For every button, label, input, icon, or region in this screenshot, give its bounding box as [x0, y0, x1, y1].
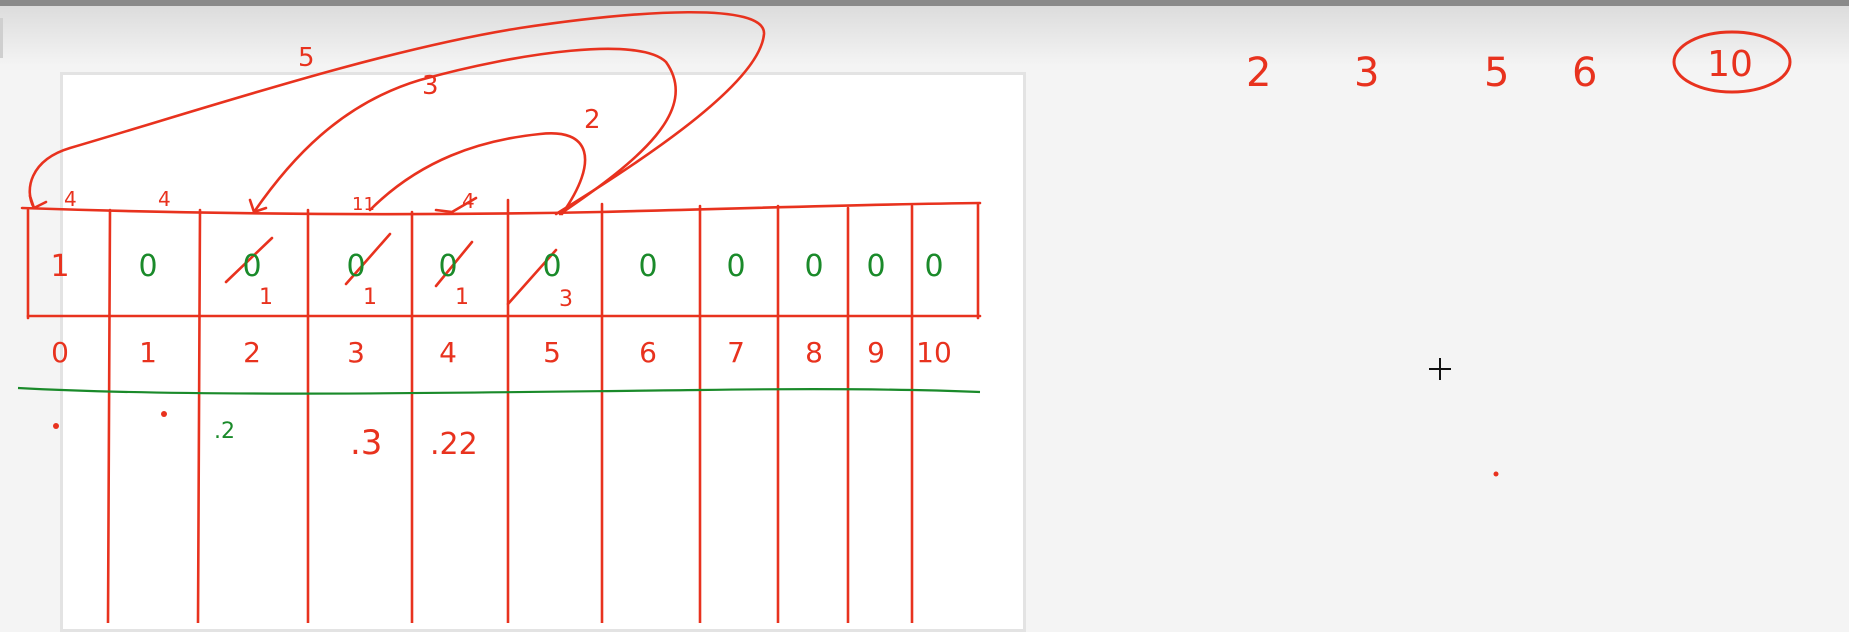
cursor-crosshair: [1429, 358, 1451, 380]
circled-number: 10: [1707, 44, 1753, 85]
index-label: 2: [243, 336, 261, 369]
whiteboard-panel: [60, 72, 1026, 632]
tick-mark: 11: [352, 194, 375, 215]
cell-correction: 1: [363, 285, 377, 310]
arc-label-5: 5: [298, 43, 315, 73]
cell-value: 0: [866, 249, 885, 284]
side-number: 6: [1572, 50, 1597, 96]
arrow-head: [434, 196, 478, 214]
side-number: 3: [1354, 50, 1379, 96]
tick-mark: 4: [462, 189, 475, 213]
index-label: 1: [139, 336, 157, 369]
tick-mark: 4: [158, 187, 171, 211]
index-label: 3: [347, 336, 365, 369]
arrow-head: [28, 194, 48, 210]
cross-out-stroke: [344, 232, 392, 286]
lower-note: .3: [350, 423, 382, 463]
arrow-head: [248, 198, 268, 214]
window-top-shade: [0, 6, 1849, 66]
lower-note: .2: [214, 419, 235, 444]
index-label: 8: [805, 336, 823, 369]
cell-value: 0: [542, 249, 561, 284]
window-top-bar: [0, 0, 1849, 6]
cell-correction: 1: [455, 285, 469, 310]
cell-value: 0: [138, 249, 157, 284]
cell-value: 0: [242, 249, 261, 284]
cross-out-stroke: [434, 240, 474, 288]
cross-out-stroke: [506, 248, 558, 306]
cell-value: 0: [438, 249, 457, 284]
column-divider: [106, 208, 112, 623]
index-label: 10: [916, 336, 952, 369]
index-label: 6: [639, 336, 657, 369]
side-number: 5: [1484, 50, 1509, 96]
cell-value: 0: [346, 249, 365, 284]
index-label: 5: [543, 336, 561, 369]
jump-arc-5: [28, 10, 766, 216]
cell-correction: 3: [559, 287, 573, 312]
cell-value: 0: [924, 249, 943, 284]
tick-mark: 4: [64, 187, 77, 211]
cell-value: 1: [50, 249, 69, 284]
circle-mark: [1672, 30, 1792, 94]
index-label: 4: [439, 336, 457, 369]
lower-note: .22: [430, 427, 478, 462]
cell-value: 0: [638, 249, 657, 284]
dot-mark: [53, 423, 59, 429]
index-label: 0: [51, 336, 69, 369]
cell-value: 0: [726, 249, 745, 284]
cross-out-stroke: [224, 236, 274, 284]
arc-label-3: 3: [422, 71, 439, 101]
dot-mark: [1493, 471, 1499, 477]
arc-label-2: 2: [584, 105, 601, 135]
dot-mark: [161, 411, 167, 417]
index-label: 9: [867, 336, 885, 369]
jump-arc-3: [252, 47, 677, 216]
jump-arc-2: [368, 131, 587, 216]
index-label: 7: [727, 336, 745, 369]
green-underline: [17, 386, 981, 395]
side-number: 2: [1246, 50, 1271, 96]
cell-correction: 1: [259, 285, 273, 310]
column-divider: [196, 208, 202, 623]
left-edge-tab: [0, 18, 3, 58]
cell-value: 0: [804, 249, 823, 284]
